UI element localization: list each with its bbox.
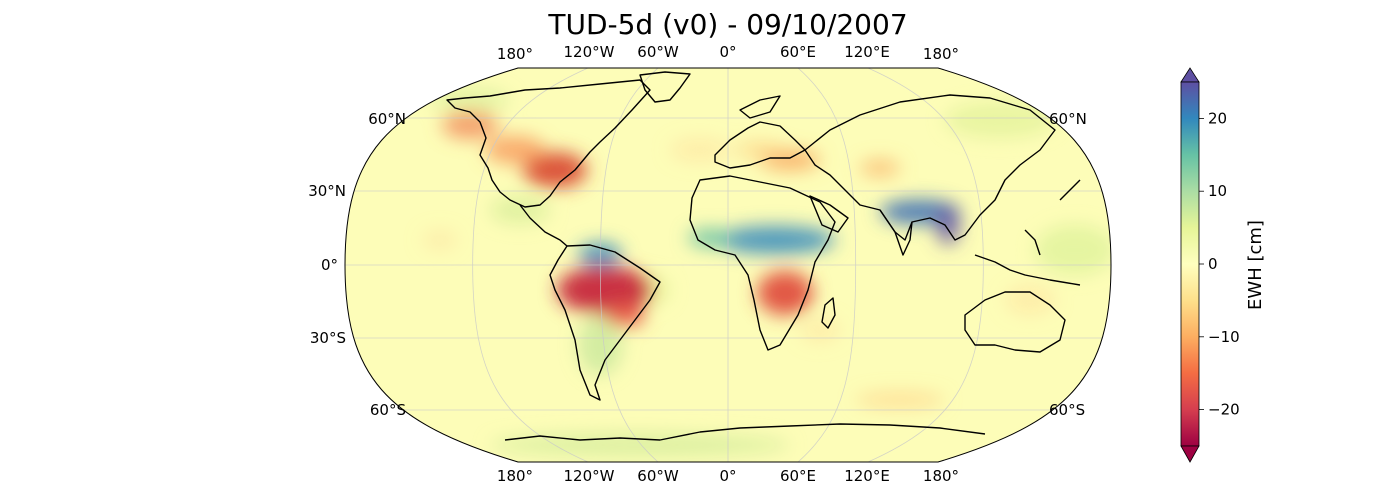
colorbar-extend-max: [1180, 67, 1200, 83]
lon-label-bottom: 120°E: [844, 467, 890, 485]
map-field: [345, 68, 1111, 462]
lat-label-left: 0°: [321, 256, 338, 274]
colorbar-tick-label: 20: [1208, 109, 1227, 127]
meridian-line: [472, 68, 589, 462]
map-title: TUD-5d (v0) - 09/10/2007: [548, 8, 908, 41]
lon-label-top: 180°: [923, 45, 959, 63]
colorbar: 20 10 0 −10 −20 EWH [cm]: [1180, 67, 1266, 463]
colorbar-tick-label: −20: [1208, 401, 1240, 419]
lon-label-bottom: 180°: [497, 467, 533, 485]
lat-label-left: 30°N: [308, 182, 346, 200]
colorbar-tick-label: −10: [1208, 328, 1240, 346]
lat-label-left: 60°N: [368, 110, 406, 128]
lon-label-top: 120°W: [564, 43, 615, 61]
colorbar-label: EWH [cm]: [1245, 220, 1266, 310]
lon-label-top: 0°: [719, 43, 736, 61]
lat-labels-left: 60°N 30°N 0° 30°S 60°S: [308, 110, 406, 419]
colorbar-bar: [1180, 81, 1200, 447]
lon-label-bottom: 120°W: [564, 467, 615, 485]
lat-label-left: 60°S: [370, 401, 406, 419]
lon-label-bottom: 180°: [923, 467, 959, 485]
lon-labels-top: 180° 120°W 60°W 0° 60°E 120°E 180°: [497, 43, 959, 63]
meridian-line: [867, 68, 984, 462]
lon-label-bottom: 60°E: [780, 467, 816, 485]
meridian-line: [599, 68, 659, 462]
coastlines: [446, 71, 1081, 441]
lat-label-right: 60°S: [1049, 401, 1085, 419]
lon-label-bottom: 0°: [719, 467, 736, 485]
meridian-line: [797, 68, 857, 462]
map-frame: [344, 67, 1112, 463]
lat-label-right: 60°N: [1049, 110, 1087, 128]
lon-label-bottom: 60°W: [637, 467, 679, 485]
colorbar-tick-label: 0: [1208, 255, 1218, 273]
colorbar-ticks: 20 10 0 −10 −20: [1199, 109, 1240, 419]
lon-label-top: 60°W: [637, 43, 679, 61]
colorbar-tick-label: 10: [1208, 182, 1227, 200]
lon-label-top: 60°E: [780, 43, 816, 61]
lon-label-top: 180°: [497, 45, 533, 63]
lon-labels-bottom: 180° 120°W 60°W 0° 60°E 120°E 180°: [497, 467, 959, 485]
lon-label-top: 120°E: [844, 43, 890, 61]
lat-label-left: 30°S: [310, 329, 346, 347]
colorbar-extend-min: [1180, 445, 1200, 463]
lat-labels-right: 60°N 60°S: [1049, 110, 1087, 419]
